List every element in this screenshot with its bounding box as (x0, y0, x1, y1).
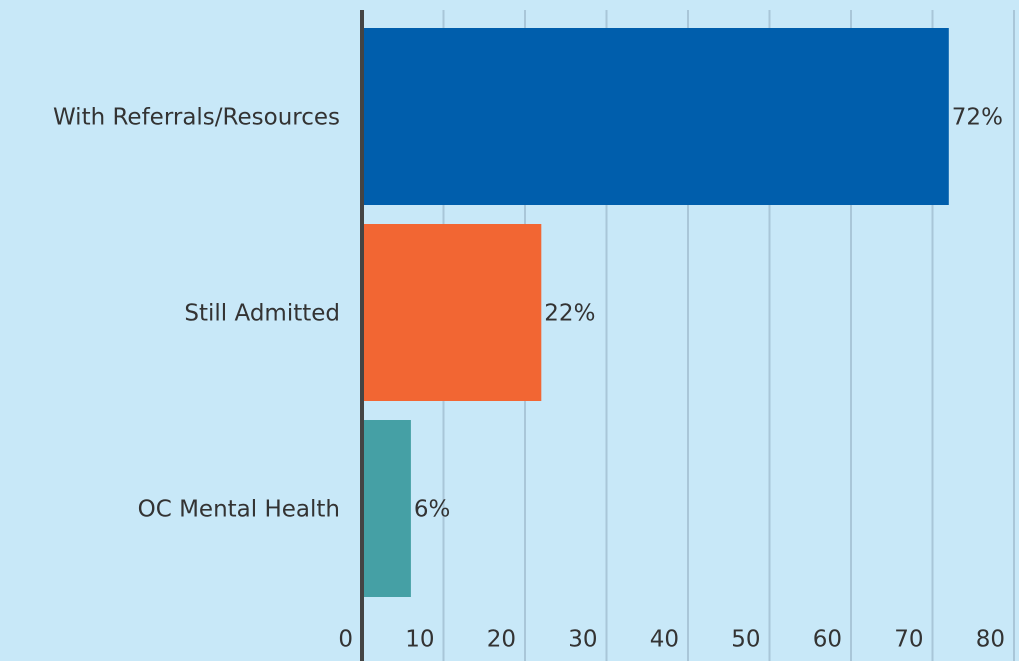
value-label: 22% (544, 301, 595, 327)
bar (362, 28, 949, 205)
x-tick-label: 60 (813, 627, 842, 653)
x-tick-label: 30 (568, 627, 597, 653)
value-label: 6% (414, 497, 451, 523)
bar (362, 420, 411, 597)
category-label: Still Admitted (184, 301, 340, 327)
x-tick-label: 70 (894, 627, 923, 653)
x-tick-label: 20 (487, 627, 516, 653)
value-label: 72% (952, 105, 1003, 131)
x-tick-label: 0 (338, 627, 353, 653)
category-label: With Referrals/Resources (53, 105, 340, 131)
x-tick-label: 50 (731, 627, 760, 653)
x-tick-label: 40 (650, 627, 679, 653)
category-label: OC Mental Health (138, 497, 340, 523)
x-tick-label: 10 (405, 627, 434, 653)
x-tick-label: 80 (976, 627, 1005, 653)
bar (362, 224, 542, 401)
